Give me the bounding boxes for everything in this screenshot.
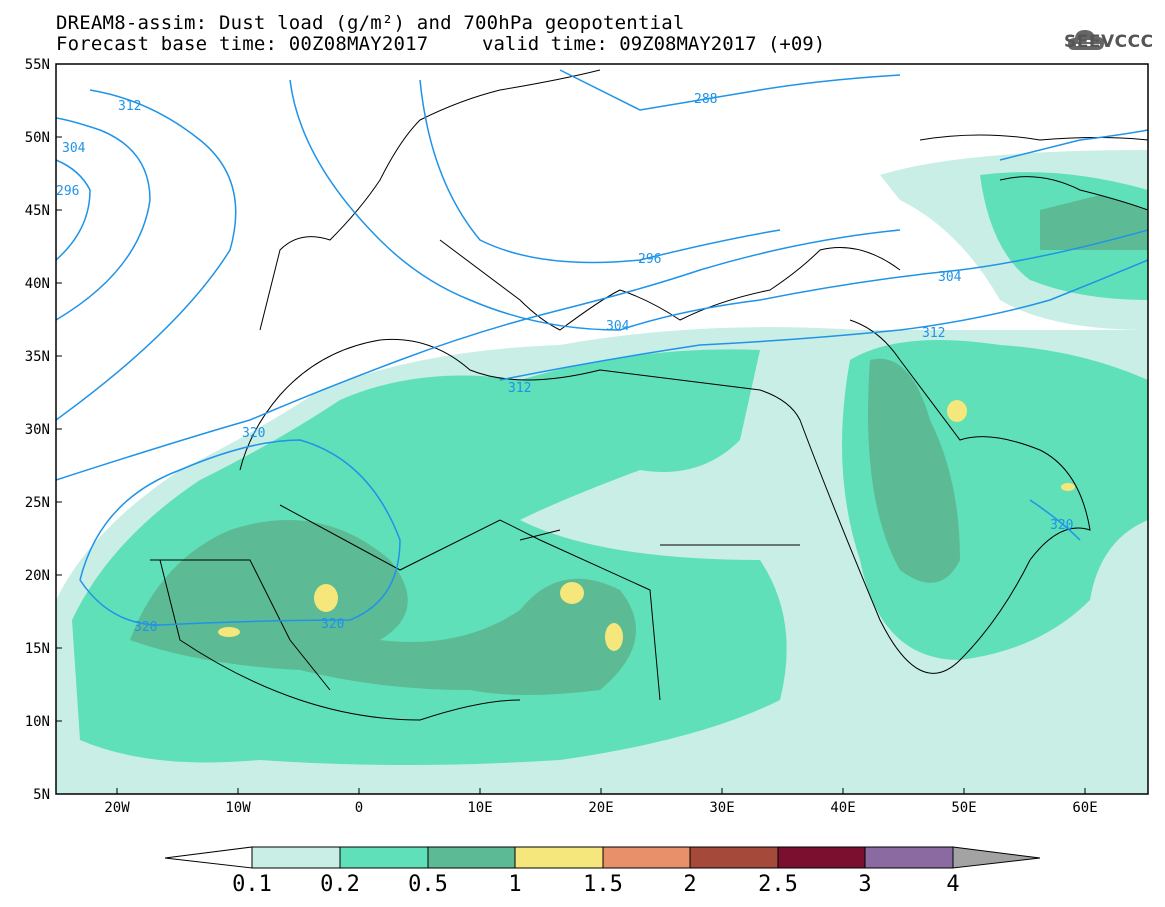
colorbar-tick-label: 1	[508, 872, 522, 897]
lon-label: 20W	[104, 800, 130, 816]
colorbar-over-arrow	[952, 846, 1041, 869]
colorbar-under-arrow	[164, 846, 253, 869]
dust-layer-dark	[130, 195, 1148, 695]
dust-layer-yellow	[218, 400, 1075, 651]
lon-label: 40E	[830, 800, 856, 816]
colorbar-bin	[864, 846, 954, 869]
colorbar-tick-label: 0.1	[232, 872, 272, 897]
lat-label: 10N	[24, 714, 50, 730]
contour-label: 320	[321, 617, 344, 632]
contour-label: 296	[638, 252, 661, 267]
colorbar-bin	[339, 846, 429, 869]
colorbar-tick-label: 3	[858, 872, 872, 897]
colorbar-tick-label: 1.5	[583, 872, 623, 897]
axis-ticks	[56, 63, 1086, 794]
lat-label: 45N	[24, 203, 50, 219]
colorbar-tick-label: 2	[683, 872, 697, 897]
contour-label: 304	[606, 319, 630, 334]
colorbar-bin	[514, 846, 604, 869]
lat-label: 55N	[24, 57, 50, 73]
lat-label: 5N	[33, 787, 50, 803]
contour-label: 296	[56, 184, 79, 199]
lat-label: 15N	[24, 641, 50, 657]
contour-label: 320	[134, 620, 157, 635]
contour-label: 304	[938, 270, 962, 285]
map-title: DREAM8-assim: Dust load (g/m²) and 700hP…	[56, 12, 685, 34]
forecast-base-time: Forecast base time: 00Z08MAY2017	[56, 33, 429, 55]
contour-label: 304	[62, 141, 86, 156]
colorbar-bin	[689, 846, 779, 869]
contour-label: 320	[242, 426, 265, 441]
colorbar-bin	[602, 846, 691, 869]
lat-label: 20N	[24, 568, 50, 584]
lat-label: 35N	[24, 349, 50, 365]
lon-label: 0	[354, 800, 364, 816]
coastlines	[150, 69, 1148, 721]
colorbar-tick-label: 2.5	[758, 872, 798, 897]
lon-label: 30E	[709, 800, 735, 816]
lon-label: 10W	[225, 800, 251, 816]
lat-label: 25N	[24, 495, 50, 511]
colorbar-tick-label: 0.5	[408, 872, 448, 897]
cloud-logo-icon	[1068, 30, 1104, 50]
contour-label: 320	[1050, 518, 1073, 533]
contour-label: 288	[694, 92, 717, 107]
lat-label: 30N	[24, 422, 50, 438]
colorbar-bin	[777, 846, 866, 869]
lon-label: 60E	[1072, 800, 1098, 816]
valid-time: valid time: 09Z08MAY2017 (+09)	[482, 33, 826, 55]
lon-label: 10E	[467, 800, 493, 816]
colorbar-tick-label: 0.2	[320, 872, 360, 897]
contour-label: 312	[508, 381, 531, 396]
contour-label: 312	[922, 326, 945, 341]
geopotential-contours	[56, 69, 1148, 626]
lat-label: 40N	[24, 276, 50, 292]
contour-label: 312	[118, 99, 141, 114]
lat-label: 50N	[24, 130, 50, 146]
lon-label: 20E	[588, 800, 614, 816]
colorbar-tick-label: 4	[946, 872, 960, 897]
logo-text: SEEVCCC	[1064, 32, 1154, 52]
contour-labels: 312 304 296 288 296 304 312 320 304 312 …	[56, 92, 1073, 635]
colorbar	[164, 846, 1041, 869]
colorbar-bin	[427, 846, 516, 869]
lon-label: 50E	[951, 800, 977, 816]
colorbar-bin	[251, 846, 341, 869]
